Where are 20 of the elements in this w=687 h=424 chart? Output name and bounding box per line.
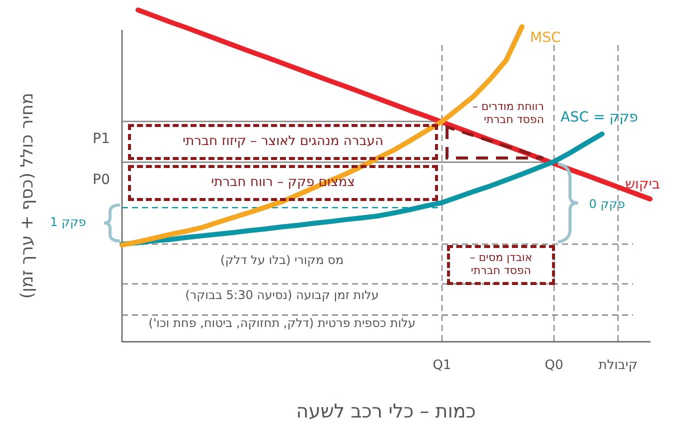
annotation: עלות זמן קבועה (נסיעה 5:30 בבוקר) [185, 288, 379, 303]
y-axis-title: מחיר כולל (כסף + ערך זמן) [17, 92, 38, 299]
annotation: העברה מנהגים לאוצר – קיזוז חברתי [182, 134, 384, 150]
ref-line-label: P0 [92, 172, 110, 188]
x-tick-label: קיבולת [598, 358, 638, 373]
annotation: אובדן מסים – הפסד חברתי [468, 251, 534, 278]
x-tick-label: Q1 [432, 358, 452, 373]
series-label: MSC [530, 30, 561, 46]
series-label: פקק = ASC [560, 110, 638, 126]
series-label: ביקוש [625, 176, 660, 193]
annotation: מס מקורי (בלו על דלק) [220, 253, 344, 268]
dashed-frame: העברה מנהגים לאוצר – קיזוז חברתי [128, 124, 438, 160]
annotation: עלות כספית פרטית (דלק, תחזוקה, ביטוח, פחת וכו') [148, 316, 416, 331]
annotation: פקק 0 [589, 197, 625, 212]
annotation: רווחת מודרים – הפסד חברתי [471, 100, 544, 127]
x-axis-title: כמות – כלי רכב לשעה [296, 400, 476, 423]
dashed-frame: אובדן מסים – הפסד חברתי [447, 245, 555, 285]
x-tick-label: Q0 [544, 358, 564, 373]
ref-line-label: P1 [92, 131, 110, 148]
text: פקק 1 [50, 215, 86, 230]
